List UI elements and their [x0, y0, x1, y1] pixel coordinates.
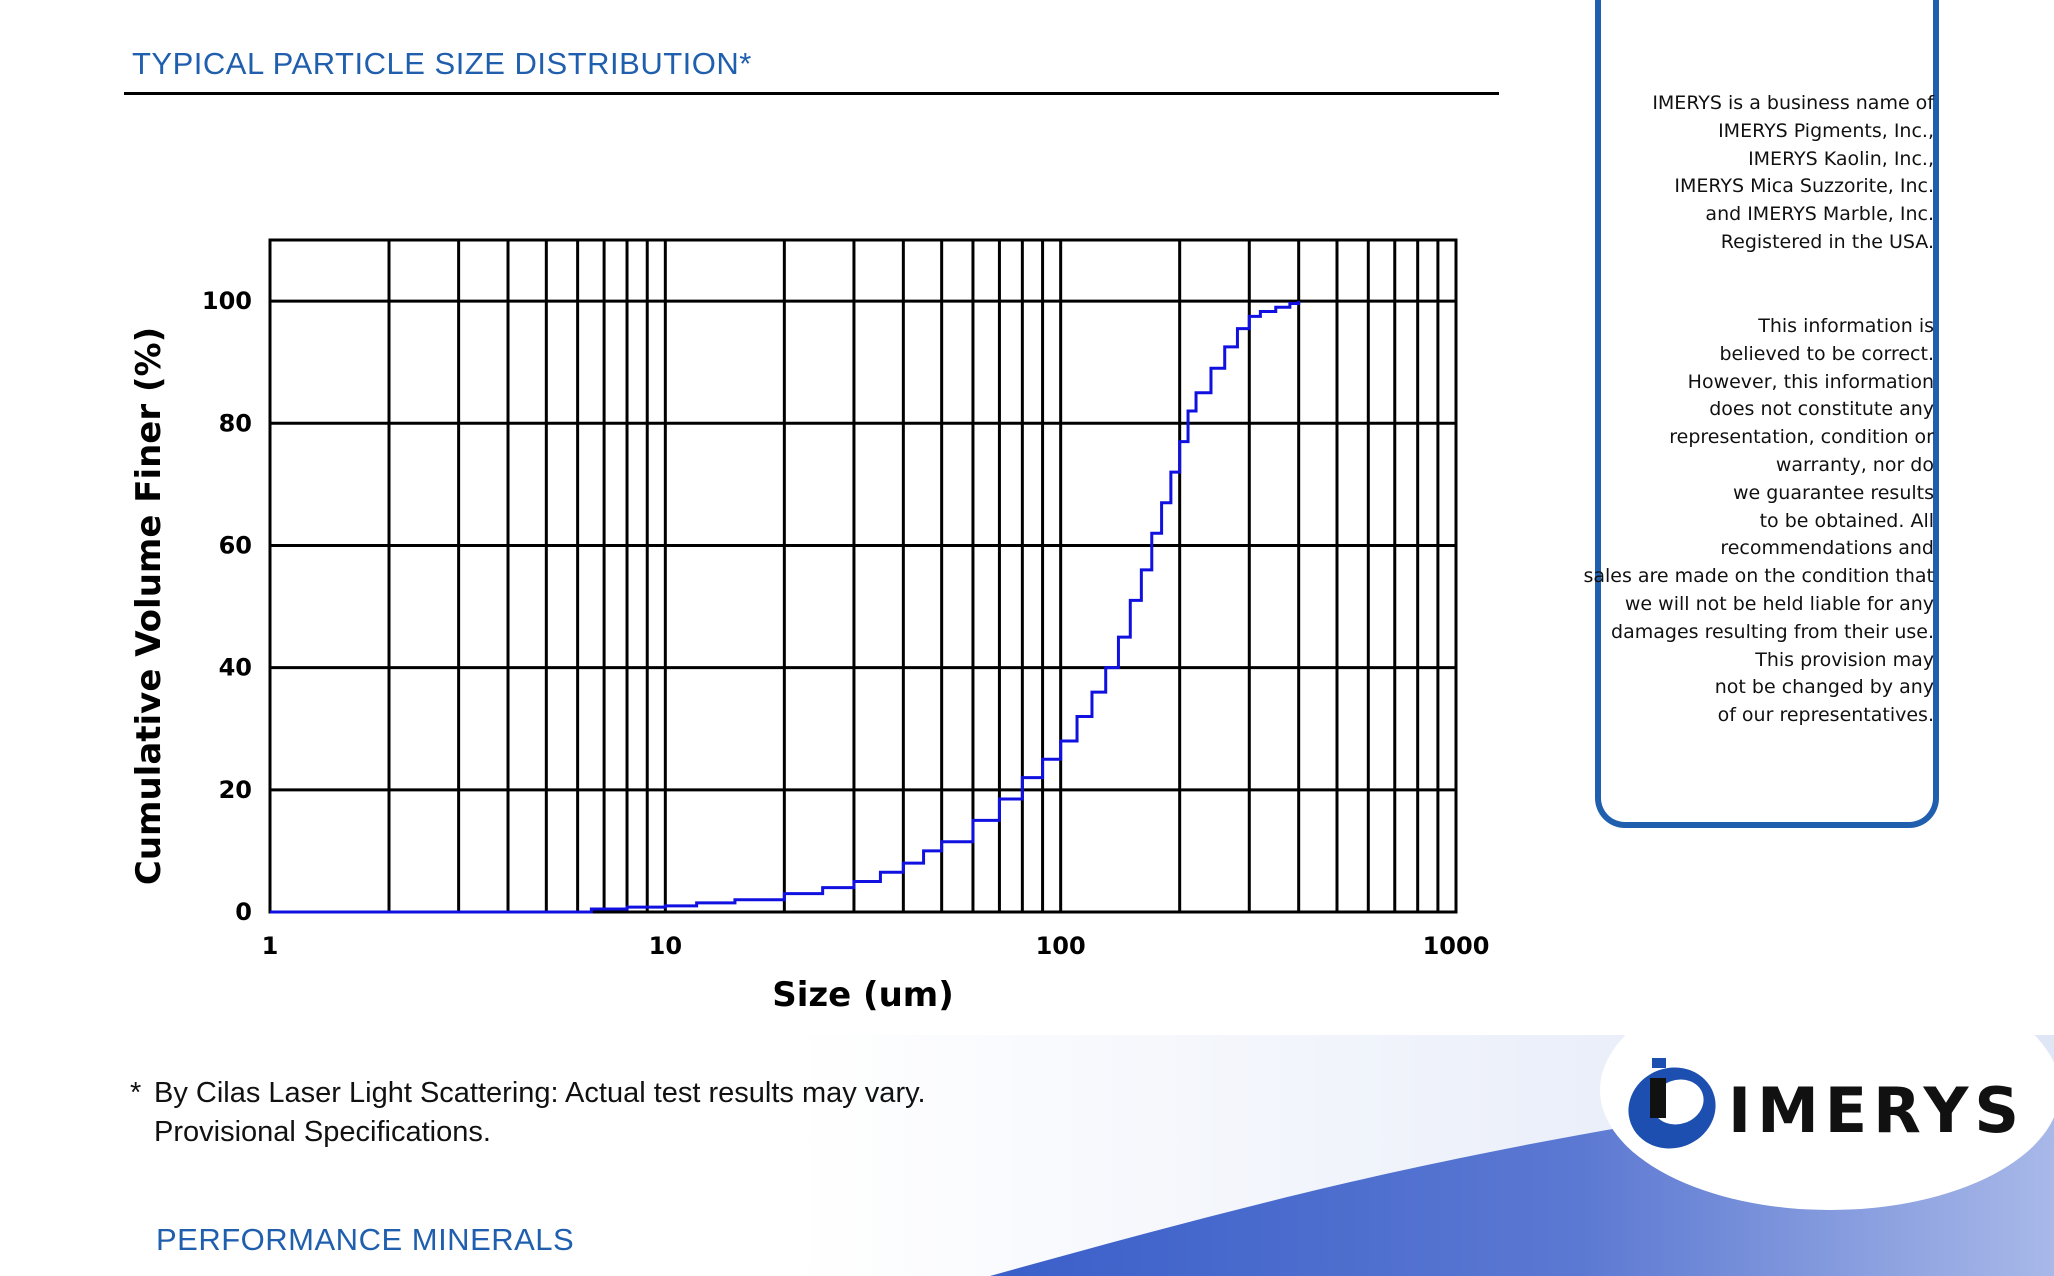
legal-line: to be obtained. All [1759, 509, 1934, 532]
legal-line: believed to be correct. [1719, 342, 1934, 365]
x-tick-label: 10 [649, 932, 682, 960]
footnote: * By Cilas Laser Light Scattering: Actua… [130, 1074, 926, 1152]
logo-wordmark: IMERYS [1728, 1074, 2026, 1147]
section-title: TYPICAL PARTICLE SIZE DISTRIBUTION* [132, 46, 752, 81]
disclaimer-frame [1595, 0, 1939, 828]
y-tick-label: 0 [235, 898, 252, 926]
x-tick-label: 100 [1036, 932, 1086, 960]
plot-frame [268, 238, 1458, 914]
x-tick-labels: 1 10 100 1000 [262, 932, 1490, 960]
legal-line: damages resulting from their use. [1611, 620, 1934, 643]
y-tick-label: 80 [219, 409, 252, 437]
x-tick-label: 1 [262, 932, 279, 960]
y-tick-label: 20 [219, 776, 252, 804]
brand-line: PERFORMANCE MINERALS [156, 1222, 575, 1257]
y-tick-label: 60 [219, 531, 252, 559]
x-axis-label: Size (um) [772, 975, 954, 1015]
series-line-cumulative [270, 301, 1301, 914]
legal-line: sales are made on the condition that [1583, 565, 1934, 588]
legal-line: we guarantee results [1732, 481, 1934, 504]
legal-line: warranty, nor do [1775, 453, 1934, 476]
y-axis-label: Cumulative Volume Finer (%) [129, 327, 169, 885]
company-line: IMERYS Pigments, Inc., [1718, 119, 1934, 142]
y-tick-label: 40 [219, 654, 252, 682]
imerys-logo-icon [1628, 1058, 1716, 1149]
legal-line: However, this information [1687, 370, 1934, 393]
legal-line: not be changed by any [1714, 676, 1934, 699]
company-line: IMERYS Mica Suzzorite, Inc. [1674, 175, 1934, 198]
company-disclaimer: IMERYS is a business name of IMERYS Pigm… [1652, 90, 1934, 257]
company-line: IMERYS is a business name of [1652, 92, 1934, 114]
company-line: Registered in the USA. [1720, 230, 1934, 253]
footnote-marker: * [130, 1077, 142, 1109]
legal-line: we will not be held liable for any [1624, 592, 1934, 615]
x-tick-label: 1000 [1423, 932, 1490, 960]
company-line: and IMERYS Marble, Inc. [1705, 203, 1934, 226]
chart-grid [270, 240, 1456, 914]
legal-line: This provision may [1755, 648, 1934, 671]
legal-disclaimer: This information is believed to be corre… [1583, 313, 1934, 730]
legal-line: representation, condition or [1669, 426, 1934, 449]
company-line: IMERYS Kaolin, Inc., [1748, 147, 1934, 170]
y-tick-labels: 0 20 40 60 80 100 [202, 287, 252, 926]
particle-size-chart: 0 20 40 60 80 100 1 10 100 1000 Size (um) Cumula… [129, 238, 1490, 1015]
footnote-line: Provisional Specifications. [154, 1116, 491, 1148]
title-divider [124, 92, 1499, 95]
y-tick-label: 100 [202, 287, 252, 315]
legal-line: recommendations and [1720, 537, 1934, 560]
footnote-line: By Cilas Laser Light Scattering: Actual … [154, 1077, 926, 1109]
legal-line: does not constitute any [1709, 398, 1934, 421]
legal-line: This information is [1758, 315, 1934, 337]
legal-line: of our representatives. [1717, 704, 1934, 727]
